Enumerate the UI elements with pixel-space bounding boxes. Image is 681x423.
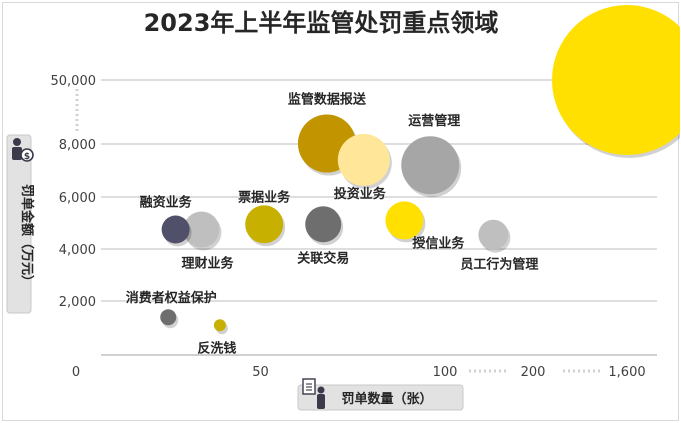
document-person-icon [302, 378, 325, 409]
chart-title: 2023年上半年监管处罚重点领域 [144, 9, 499, 37]
x-tick-label: 1,600 [608, 365, 645, 380]
y-tick-label: 4,000 [59, 243, 96, 258]
x-tick-label: 50 [252, 365, 269, 380]
x-tick-label: 100 [433, 365, 458, 380]
money-person-icon: $ [12, 138, 34, 162]
x-tick-label: 200 [521, 365, 546, 380]
bubble-point[interactable] [305, 206, 342, 243]
bubble-point[interactable] [385, 201, 424, 240]
bubble-chart: 2023年上半年监管处罚重点领域 2,000 4,000 6,000 8,000 50,… [6, 5, 680, 411]
bubble-label: 融资业务 [140, 195, 193, 211]
bubble-label: 员工行为管理 [460, 257, 538, 273]
bubble-label: 消费者权益保护 [126, 290, 217, 306]
bubble-label: 关联交易 [297, 250, 349, 266]
bubble-point[interactable] [160, 309, 177, 326]
y-axis-title: 罚单金额（万元） [19, 184, 35, 288]
bubble-point[interactable] [337, 133, 390, 186]
bubble-point[interactable] [183, 211, 220, 248]
x-axis-title-panel: 罚单数量（张） [297, 378, 464, 411]
bubble-point[interactable] [161, 215, 190, 244]
y-axis-title-panel: $ 罚单金额（万元） [6, 134, 35, 314]
bubble-label: 运营管理 [408, 113, 460, 129]
bubble-label: 授信业务 [412, 235, 465, 251]
bubble-label: 票据业务 [238, 189, 291, 205]
y-tick-label: 6,000 [59, 191, 96, 206]
bubble-point[interactable] [245, 205, 284, 244]
y-tick-label: 8,000 [59, 138, 96, 153]
y-tick-label: 50,000 [51, 74, 97, 89]
bubble-label: 监管数据报送 [288, 92, 367, 108]
svg-text:$: $ [24, 152, 30, 162]
bubble-label: 反洗钱 [197, 340, 236, 356]
x-tick-label: 0 [72, 365, 80, 380]
y-tick-label: 2,000 [59, 295, 96, 310]
bubble-point[interactable] [478, 219, 509, 250]
bubble-point[interactable] [213, 319, 226, 332]
bubble-point[interactable] [552, 5, 680, 155]
bubble-point[interactable] [401, 136, 460, 195]
bubble-label: 投资业务 [334, 186, 387, 202]
bubble-label: 理财业务 [181, 256, 234, 272]
x-axis-title: 罚单数量（张） [341, 391, 432, 407]
